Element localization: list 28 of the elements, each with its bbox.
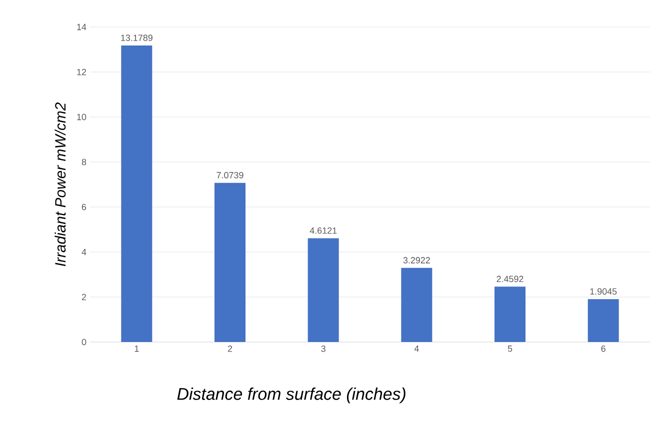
y-tick-label: 0	[82, 338, 86, 346]
y-tick-label: 8	[82, 158, 86, 166]
data-label: 3.2922	[403, 257, 430, 264]
y-tick-label: 14	[77, 24, 86, 30]
y-tick-label: 2	[82, 294, 86, 300]
data-label: 4.6121	[310, 227, 337, 234]
x-tick-label: 3	[321, 346, 326, 352]
y-tick-label: 4	[82, 248, 86, 256]
bar	[401, 268, 432, 342]
bar	[121, 45, 152, 342]
y-tick-label: 12	[77, 68, 86, 76]
data-label: 2.4592	[496, 276, 524, 282]
bar	[308, 238, 339, 342]
data-label: 13.1789	[121, 34, 152, 41]
x-tick-label: 6	[601, 346, 606, 352]
x-tick-label: 5	[508, 346, 512, 352]
x-axis-title: Distance from surface (inches)	[177, 388, 406, 404]
y-tick-label: 6	[82, 204, 86, 210]
x-tick-label: 4	[414, 346, 419, 352]
x-tick-label: 1	[134, 346, 139, 352]
data-label: 1.9045	[590, 288, 617, 295]
bar	[494, 286, 526, 342]
bar	[214, 182, 246, 342]
data-label: 7.0739	[216, 172, 244, 178]
bar	[588, 299, 619, 342]
y-axis-title: Irradiant Power mW/cm2	[54, 102, 66, 266]
x-tick-label: 2	[228, 346, 232, 352]
y-tick-label: 10	[77, 114, 86, 120]
